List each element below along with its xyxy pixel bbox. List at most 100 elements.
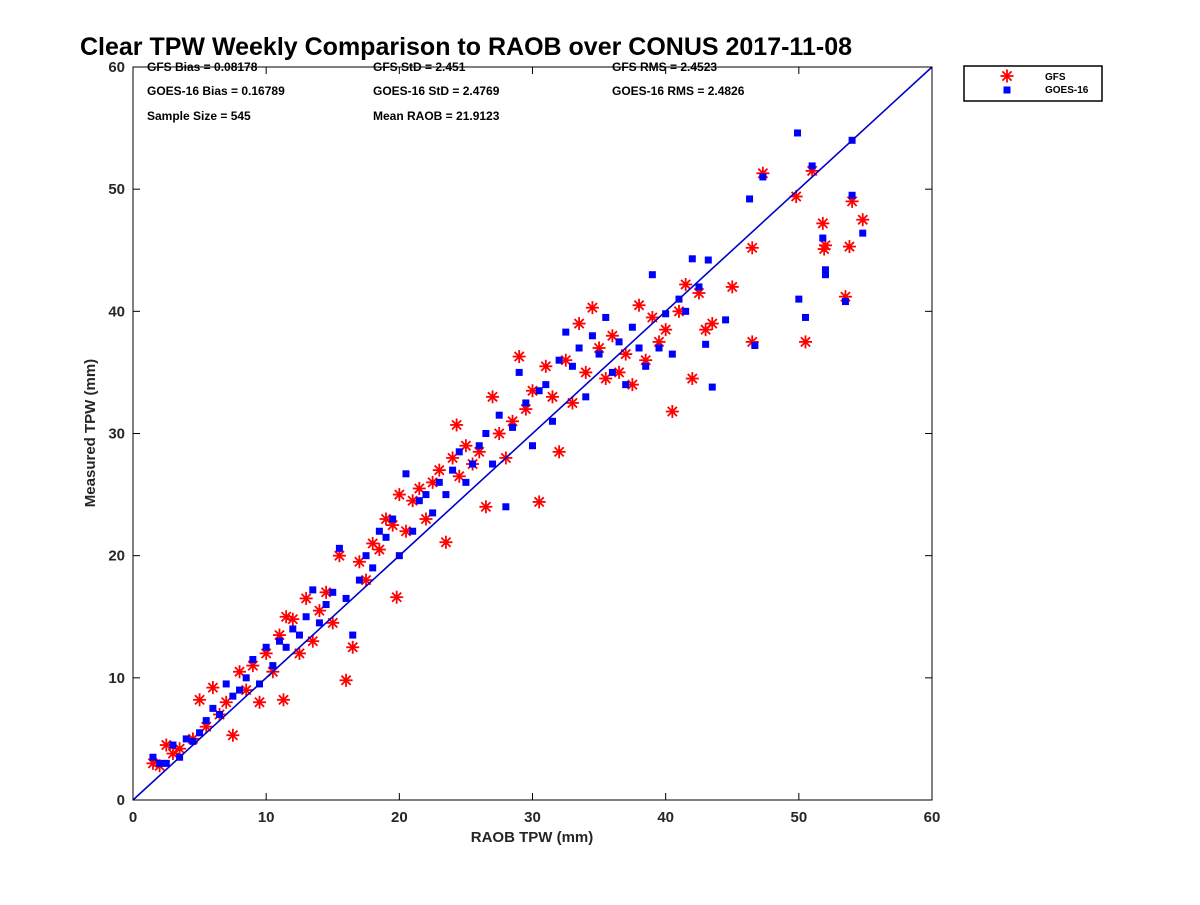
gfs-point bbox=[625, 378, 639, 392]
gfs-point bbox=[233, 665, 247, 679]
goes16-point bbox=[282, 643, 290, 651]
goes16-point bbox=[555, 356, 563, 364]
goes16-point bbox=[216, 710, 224, 718]
goes16-point bbox=[662, 310, 670, 318]
goes16-point bbox=[821, 271, 829, 279]
y-tick-label: 40 bbox=[108, 303, 125, 320]
goes16-point bbox=[469, 460, 477, 468]
gfs-point bbox=[219, 695, 233, 709]
gfs-point bbox=[339, 673, 353, 687]
goes16-point bbox=[182, 735, 190, 743]
gfs-point bbox=[632, 298, 646, 312]
goes16-point bbox=[562, 328, 570, 336]
goes16-point bbox=[859, 229, 867, 237]
y-axis-label: Measured TPW (mm) bbox=[82, 359, 99, 507]
gfs-point bbox=[253, 695, 267, 709]
goes16-point bbox=[369, 564, 377, 572]
goes16-point bbox=[795, 295, 803, 303]
gfs-point bbox=[539, 359, 553, 373]
goes16-point bbox=[751, 342, 759, 350]
goes16-point bbox=[746, 195, 754, 203]
chart-title: Clear TPW Weekly Comparison to RAOB over… bbox=[80, 33, 852, 61]
gfs-point bbox=[392, 488, 406, 502]
goes16-point bbox=[422, 491, 430, 499]
gfs-point bbox=[705, 317, 719, 331]
reference-line-group bbox=[132, 66, 933, 801]
goes16-point bbox=[648, 271, 656, 279]
goes16-point bbox=[542, 381, 550, 389]
gfs-point bbox=[492, 427, 506, 440]
gfs-point bbox=[193, 693, 207, 707]
goes16-point bbox=[462, 478, 470, 486]
gfs-point bbox=[419, 512, 433, 526]
goes16-point bbox=[808, 162, 816, 170]
goes16-point bbox=[708, 383, 716, 391]
gfs-point bbox=[619, 347, 633, 361]
goes16-point bbox=[415, 497, 423, 505]
goes16-point bbox=[442, 491, 450, 499]
goes16-point bbox=[509, 423, 517, 431]
goes16-point bbox=[162, 759, 170, 767]
goes16-point bbox=[582, 393, 590, 401]
goes16-point bbox=[202, 717, 210, 725]
stats-annotations: GFS Bias = 0.08178 GFS StD = 2.451 GFS RMS… bbox=[147, 60, 745, 123]
goes16-point bbox=[482, 430, 490, 437]
goes16-point bbox=[588, 332, 596, 340]
goes16-point bbox=[429, 509, 437, 517]
goes16-point bbox=[196, 729, 204, 737]
goes16-point bbox=[402, 470, 410, 478]
goes16-point bbox=[209, 704, 217, 712]
gfs-point bbox=[326, 616, 340, 630]
goes16-point bbox=[315, 619, 323, 627]
goes16-point bbox=[568, 362, 576, 370]
legend-marker-goes16 bbox=[1003, 86, 1011, 94]
y-tick-label: 20 bbox=[108, 548, 125, 565]
x-axis-label: RAOB TPW (mm) bbox=[471, 829, 594, 846]
goes16-point bbox=[455, 448, 463, 456]
goes16-point bbox=[349, 631, 357, 639]
gfs-point bbox=[659, 323, 673, 337]
gfs-point bbox=[572, 317, 586, 331]
x-tick-label: 60 bbox=[924, 809, 941, 826]
goes16-point bbox=[702, 340, 710, 348]
gfs-point bbox=[565, 396, 579, 410]
x-tick-label: 20 bbox=[391, 809, 408, 826]
stat-text: Sample Size = 545 bbox=[147, 109, 251, 123]
gfs-point bbox=[226, 728, 240, 742]
goes16-point bbox=[502, 503, 510, 511]
goes16-point bbox=[548, 417, 556, 425]
goes16-point bbox=[229, 692, 237, 700]
legend: GFS GOES-16 bbox=[963, 65, 1103, 102]
goes16-point bbox=[628, 323, 636, 331]
gfs-point bbox=[798, 335, 812, 349]
legend-box bbox=[963, 65, 1103, 102]
gfs-point bbox=[399, 524, 413, 538]
legend-marker-gfs bbox=[1000, 69, 1014, 83]
goes16-point bbox=[515, 368, 523, 376]
goes16-point bbox=[269, 662, 277, 670]
stat-text: GOES-16 RMS = 2.4826 bbox=[612, 84, 745, 98]
gfs-point bbox=[439, 535, 453, 549]
goes16-point bbox=[848, 191, 856, 199]
gfs-point bbox=[346, 640, 360, 654]
x-tick-label: 30 bbox=[524, 809, 541, 826]
gfs-point bbox=[856, 213, 870, 227]
stat-text: GFS Bias = 0.08178 bbox=[147, 60, 258, 74]
goes16-point bbox=[622, 381, 630, 389]
gfs-point bbox=[372, 543, 386, 557]
gfs-point bbox=[816, 216, 830, 230]
goes16-point bbox=[801, 313, 809, 321]
gfs-point bbox=[352, 555, 366, 569]
gfs-point bbox=[173, 742, 187, 756]
goes16-point bbox=[335, 544, 343, 552]
goes16-point bbox=[275, 637, 283, 645]
stat-text: GOES-16 Bias = 0.16789 bbox=[147, 84, 285, 98]
gfs-point bbox=[450, 418, 464, 432]
goes16-point bbox=[355, 576, 363, 584]
gfs-point bbox=[559, 353, 573, 367]
gfs-point bbox=[532, 495, 546, 509]
gfs-point bbox=[585, 301, 599, 315]
goes16-point bbox=[704, 256, 712, 264]
goes16-point bbox=[535, 387, 543, 395]
goes16-point bbox=[322, 601, 330, 609]
